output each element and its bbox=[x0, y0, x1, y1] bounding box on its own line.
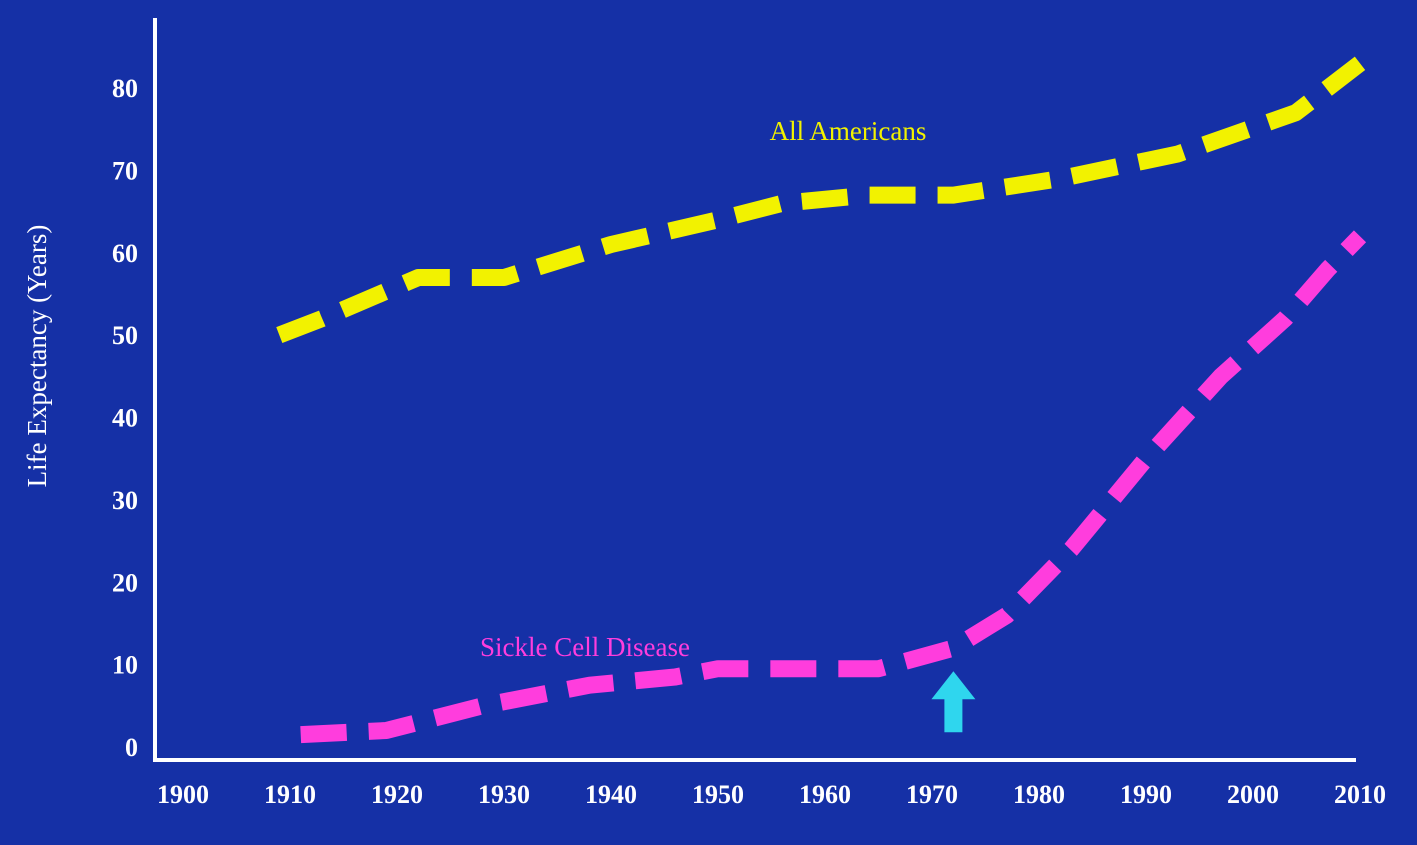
tick-labels: 1900 1910 1920 1930 1940 1950 1960 1970 1980 1990… bbox=[112, 74, 1386, 809]
y-tick-label-40: 40 bbox=[112, 404, 138, 433]
y-tick-label-20: 20 bbox=[112, 568, 138, 597]
series-line-sickle-cell-disease bbox=[300, 230, 1367, 744]
annotation-up-arrow bbox=[931, 671, 976, 733]
x-tick-label-1990: 1990 bbox=[1120, 780, 1172, 809]
x-tick-label-1960: 1960 bbox=[799, 780, 851, 809]
x-tick-label-1980: 1980 bbox=[1013, 780, 1065, 809]
x-tick-label-1970: 1970 bbox=[906, 780, 958, 809]
y-tick-label-70: 70 bbox=[112, 156, 138, 185]
y-tick-label-0: 0 bbox=[125, 733, 138, 762]
x-tick-label-1920: 1920 bbox=[371, 780, 423, 809]
series-line-all-americans bbox=[276, 56, 1366, 344]
x-tick-label-2010: 2010 bbox=[1334, 780, 1386, 809]
y-tick-label-30: 30 bbox=[112, 486, 138, 515]
series-label-sickle-cell-disease: Sickle Cell Disease bbox=[480, 632, 690, 662]
series-lines bbox=[276, 56, 1367, 744]
x-tick-label-1930: 1930 bbox=[478, 780, 530, 809]
series-label-all-americans: All Americans bbox=[770, 116, 927, 146]
x-tick-label-1940: 1940 bbox=[585, 780, 637, 809]
x-tick-label-1950: 1950 bbox=[692, 780, 744, 809]
x-tick-label-1900: 1900 bbox=[157, 780, 209, 809]
x-tick-label-2000: 2000 bbox=[1227, 780, 1279, 809]
y-tick-label-80: 80 bbox=[112, 74, 138, 103]
y-tick-label-60: 60 bbox=[112, 239, 138, 268]
y-tick-label-50: 50 bbox=[112, 321, 138, 350]
annotations bbox=[931, 671, 976, 733]
y-axis-label: Life Expectancy (Years) bbox=[22, 225, 52, 488]
y-tick-label-10: 10 bbox=[112, 651, 138, 680]
x-tick-label-1910: 1910 bbox=[264, 780, 316, 809]
